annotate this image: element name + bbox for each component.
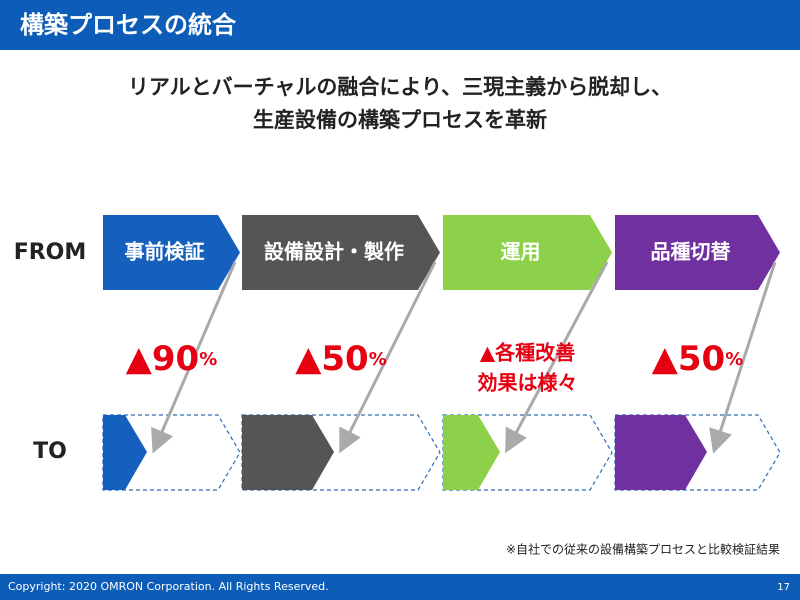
copyright: Copyright: 2020 OMRON Corporation. All R… <box>8 580 329 593</box>
arrow <box>709 261 777 454</box>
header-bar <box>0 0 800 50</box>
from-chevron <box>103 215 240 290</box>
stage-name: 品種切替 <box>651 240 731 264</box>
from-chevron <box>242 215 440 290</box>
from-chevron <box>443 215 612 290</box>
page-number: 17 <box>777 582 790 593</box>
to-fill <box>103 415 147 490</box>
footer-bar <box>0 574 800 600</box>
row-label: FROM <box>14 240 87 265</box>
reduction: 効果は様々 <box>478 371 578 395</box>
stage-name: 運用 <box>501 240 541 264</box>
header-title: 構築プロセスの統合 <box>20 11 237 39</box>
stage-name: 設備設計・製作 <box>264 240 404 264</box>
to-fill <box>615 415 707 490</box>
reduction: ▲各種改善 <box>480 341 575 365</box>
reduction-value: ▲50 <box>652 339 725 379</box>
subtitle: リアルとバーチャルの融合により、三現主義から脱却し、 <box>128 75 672 99</box>
to-fill <box>242 415 334 490</box>
row-label: TO <box>33 439 67 464</box>
reduction-value: ▲90 <box>126 339 199 379</box>
reduction-unit: % <box>369 349 387 370</box>
reduction-value: ▲50 <box>295 339 368 379</box>
reduction-unit: % <box>725 349 743 370</box>
reduction: ▲50% <box>295 339 387 379</box>
footnote: ※自社での従来の設備構築プロセスと比較検証結果 <box>506 542 780 557</box>
to-fill <box>443 415 500 490</box>
arrow <box>151 261 237 454</box>
arrow <box>505 261 609 454</box>
stage-name: 事前検証 <box>125 240 205 264</box>
from-chevron <box>615 215 780 290</box>
reduction: ▲90% <box>126 339 218 379</box>
reduction-unit: % <box>199 349 217 370</box>
arrow <box>339 261 437 454</box>
subtitle: 生産設備の構築プロセスを革新 <box>253 108 547 132</box>
reduction: ▲50% <box>652 339 744 379</box>
